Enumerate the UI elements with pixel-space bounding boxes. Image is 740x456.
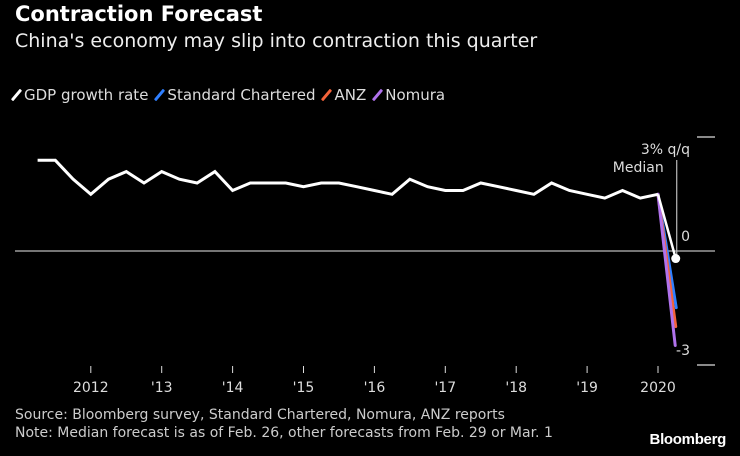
y-tick-label: 0: [681, 229, 690, 245]
y-tick-label: -3: [676, 343, 690, 359]
forecast-line-nomura: [656, 192, 677, 347]
median-forecast-point: [671, 254, 681, 264]
legend-label: Standard Chartered: [167, 86, 316, 104]
source-note: Source: Bloomberg survey, Standard Chart…: [15, 407, 505, 423]
chart-subtitle: China's economy may slip into contractio…: [15, 30, 538, 52]
forecast-line-median: [656, 193, 677, 259]
legend-label: ANZ: [334, 86, 367, 104]
x-tick-label: 2012: [73, 380, 109, 396]
y-tick-label: 3% q/q: [641, 142, 690, 158]
legend-label: GDP growth rate: [24, 86, 149, 104]
bloomberg-logo: Bloomberg: [649, 431, 727, 448]
x-tick-label: '16: [364, 380, 386, 396]
x-tick-label: 2020: [640, 380, 676, 396]
legend-item-standard-chartered: Standard Chartered: [154, 86, 316, 104]
legend-item-gdp: GDP growth rate: [10, 86, 149, 104]
x-tick-label: '15: [293, 380, 315, 396]
x-tick-label: '17: [434, 380, 456, 396]
legend-item-nomura: Nomura: [372, 86, 446, 104]
x-tick-label: '19: [576, 380, 598, 396]
legend-item-anz: ANZ: [321, 86, 367, 104]
chart-title: Contraction Forecast: [15, 2, 263, 26]
x-tick-label: '14: [222, 380, 244, 396]
x-tick-label: '13: [151, 380, 173, 396]
legend: GDP growth rate Standard Chartered ANZ N…: [10, 86, 446, 104]
median-annotation-label: Median: [613, 160, 664, 176]
x-tick-label: '18: [505, 380, 527, 396]
footnote: Note: Median forecast is as of Feb. 26, …: [15, 425, 553, 441]
gdp-growth-line: [37, 158, 659, 200]
legend-label: Nomura: [385, 86, 446, 104]
